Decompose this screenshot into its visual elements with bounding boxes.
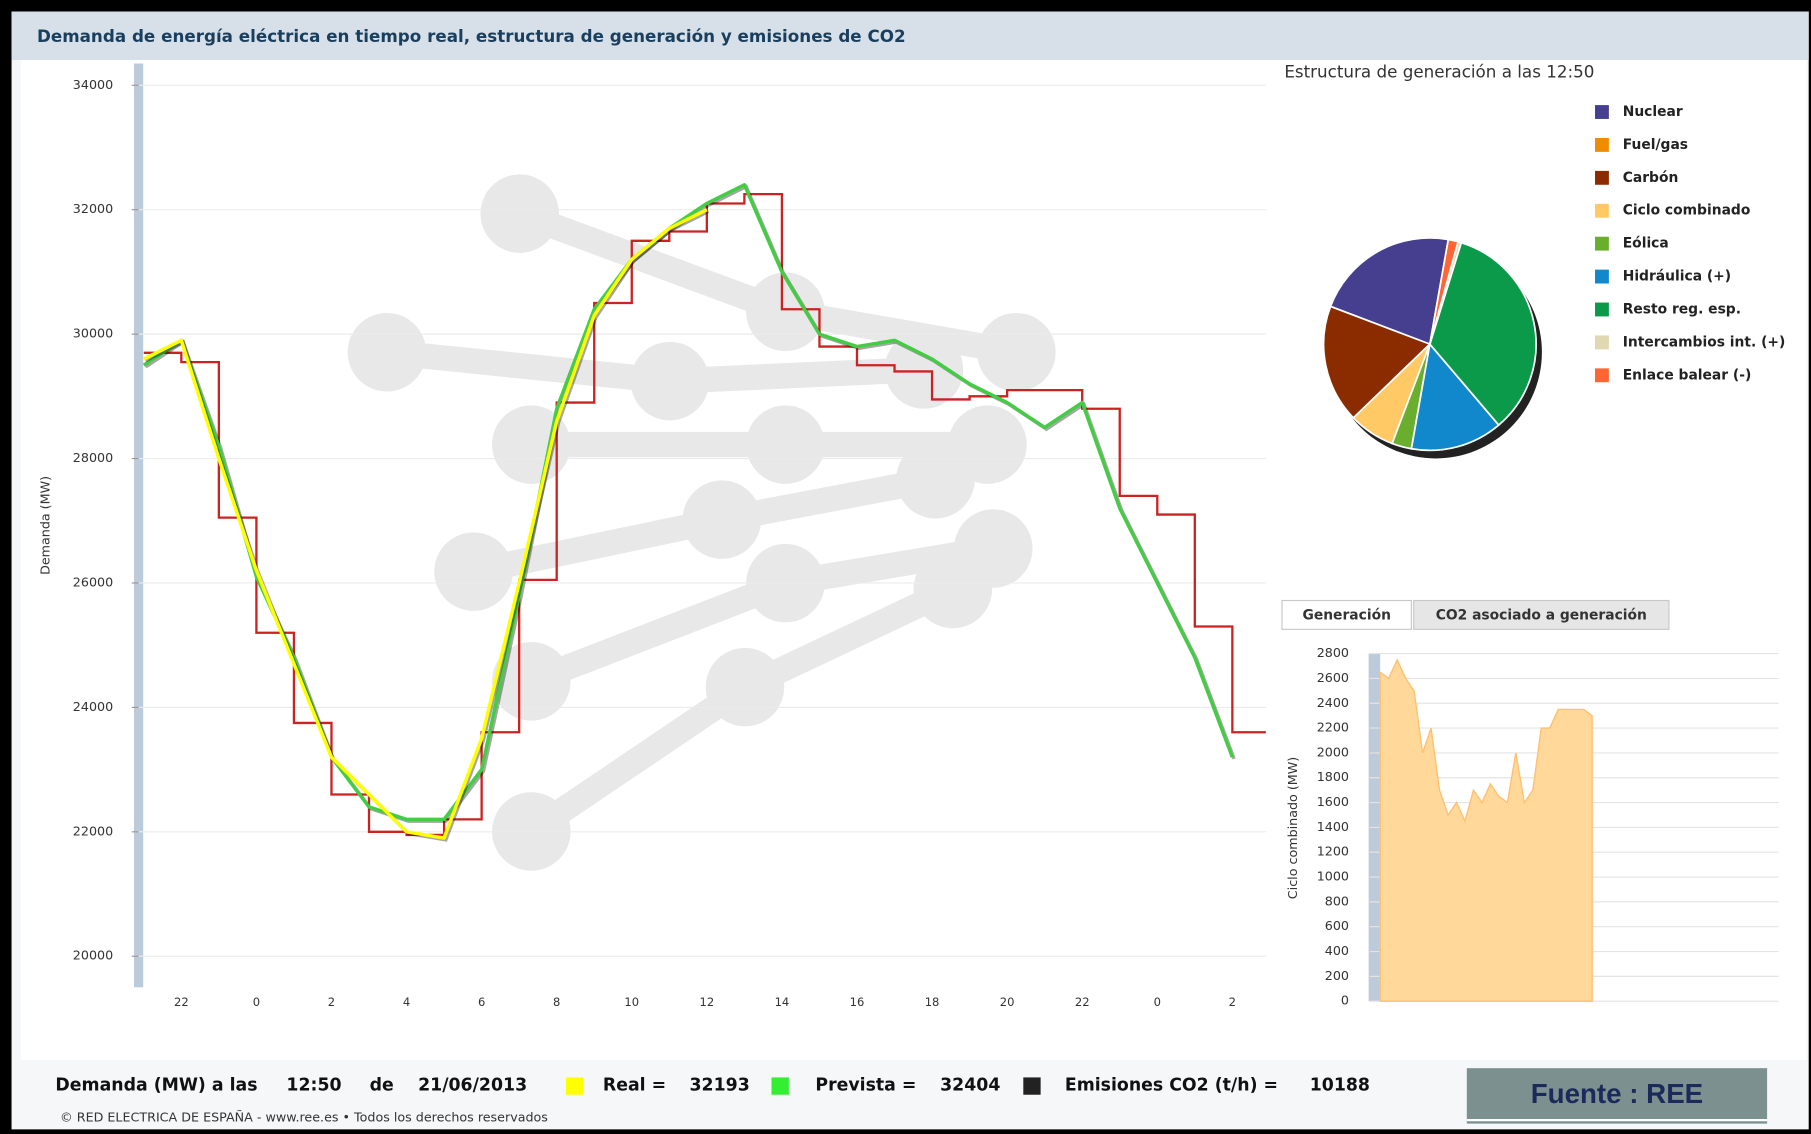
logo-node: [746, 273, 825, 352]
x-tick-label: 18: [925, 995, 940, 1009]
y-tick-label: 24000: [73, 699, 113, 714]
status-swatch: [1023, 1077, 1040, 1094]
y-axis-band: [134, 64, 143, 988]
legend-swatch: [1595, 270, 1609, 284]
x-tick-label: 0: [1154, 995, 1161, 1009]
logo-node: [746, 405, 825, 484]
legend-label: Hidráulica (+): [1623, 269, 1731, 285]
y-tick-label: 2200: [1317, 720, 1349, 735]
status-item-label: Prevista =: [815, 1075, 916, 1095]
logo-node: [977, 313, 1056, 392]
status-time: 12:50: [286, 1075, 341, 1095]
y-tick-label: 2800: [1317, 645, 1349, 660]
legend-label: Resto reg. esp.: [1623, 301, 1741, 317]
y-axis-label: Demanda (MW): [38, 476, 53, 575]
status-item-value: 32193: [690, 1075, 750, 1095]
y-tick-label: 26000: [73, 574, 113, 589]
legend-label: Enlace balear (-): [1623, 367, 1752, 383]
status-swatch: [566, 1077, 583, 1094]
legend-label: Nuclear: [1623, 104, 1683, 120]
legend-label: Carbón: [1623, 170, 1679, 186]
y-tick-label: 30000: [73, 326, 113, 341]
legend-swatch: [1595, 368, 1609, 382]
legend-label: Fuel/gas: [1623, 137, 1688, 153]
legend-swatch: [1595, 204, 1609, 218]
x-tick-label: 12: [700, 995, 715, 1009]
logo-node: [434, 532, 513, 611]
status-item-value: 10188: [1310, 1075, 1370, 1095]
y-tick-label: 22000: [73, 823, 113, 838]
status-date: 21/06/2013: [418, 1075, 527, 1095]
y-tick-label: 1200: [1317, 844, 1349, 859]
status-item-label: Emisiones CO2 (t/h) =: [1065, 1075, 1278, 1095]
x-tick-label: 8: [553, 995, 560, 1009]
x-tick-label: 0: [253, 995, 260, 1009]
x-tick-label: 22: [1075, 995, 1090, 1009]
x-tick-label: 4: [403, 995, 410, 1009]
header-title: Demanda de energía eléctrica en tiempo r…: [37, 26, 906, 46]
logo-node: [914, 550, 993, 629]
y-tick-label: 32000: [73, 201, 113, 216]
status-of: de: [370, 1075, 394, 1095]
y-tick-label: 2400: [1317, 695, 1349, 710]
y-tick-label: 28000: [73, 450, 113, 465]
legend-label: Eólica: [1623, 236, 1669, 252]
x-tick-label: 2: [328, 995, 335, 1009]
legend-swatch: [1595, 105, 1609, 119]
legend-label: Ciclo combinado: [1623, 203, 1751, 219]
source: Fuente : REE: [1531, 1078, 1703, 1109]
y-axis-label: Ciclo combinado (MW): [1285, 757, 1300, 899]
pie-title: Estructura de generación a las 12:50: [1284, 62, 1594, 82]
status-item-value: 32404: [940, 1075, 1000, 1095]
y-tick-label: 0: [1341, 993, 1349, 1008]
x-tick-label: 14: [775, 995, 790, 1009]
tab-label[interactable]: Generación: [1302, 608, 1390, 624]
y-tick-label: 600: [1325, 918, 1349, 933]
status-label: Demanda (MW) a las: [55, 1075, 257, 1095]
screen: Demanda de energía eléctrica en tiempo r…: [0, 0, 1811, 1134]
y-tick-label: 1600: [1317, 794, 1349, 809]
y-tick-label: 20000: [73, 948, 113, 963]
legend-swatch: [1595, 171, 1609, 185]
y-tick-label: 200: [1325, 968, 1349, 983]
logo-node: [683, 480, 762, 559]
y-tick-label: 34000: [73, 77, 113, 92]
status-item-label: Real =: [603, 1075, 666, 1095]
logo-node: [631, 342, 710, 421]
legend-swatch: [1595, 303, 1609, 317]
page: Demanda de energía eléctrica en tiempo r…: [0, 0, 1811, 1134]
y-tick-label: 1800: [1317, 769, 1349, 784]
y-tick-label: 400: [1325, 943, 1349, 958]
legend-swatch: [1595, 335, 1609, 349]
y-tick-label: 2000: [1317, 744, 1349, 759]
tab-label[interactable]: CO2 asociado a generación: [1436, 608, 1647, 624]
status-swatch: [772, 1077, 789, 1094]
x-tick-label: 10: [624, 995, 639, 1009]
logo-node: [348, 313, 427, 392]
x-tick-label: 20: [1000, 995, 1015, 1009]
y-tick-label: 1000: [1317, 869, 1349, 884]
legend-swatch: [1595, 237, 1609, 251]
x-tick-label: 22: [174, 995, 189, 1009]
y-tick-label: 800: [1325, 893, 1349, 908]
x-tick-label: 16: [850, 995, 865, 1009]
legend-swatch: [1595, 138, 1609, 152]
logo-node: [896, 440, 975, 519]
y-tick-label: 2600: [1317, 670, 1349, 685]
logo-node: [480, 174, 559, 253]
x-tick-label: 2: [1229, 995, 1236, 1009]
y-tick-label: 1400: [1317, 819, 1349, 834]
x-tick-label: 6: [478, 995, 485, 1009]
copyright: © RED ELECTRICA DE ESPAÑA - www.ree.es •…: [60, 1109, 548, 1124]
legend-label: Intercambios int. (+): [1623, 334, 1786, 350]
logo-node: [706, 648, 785, 727]
